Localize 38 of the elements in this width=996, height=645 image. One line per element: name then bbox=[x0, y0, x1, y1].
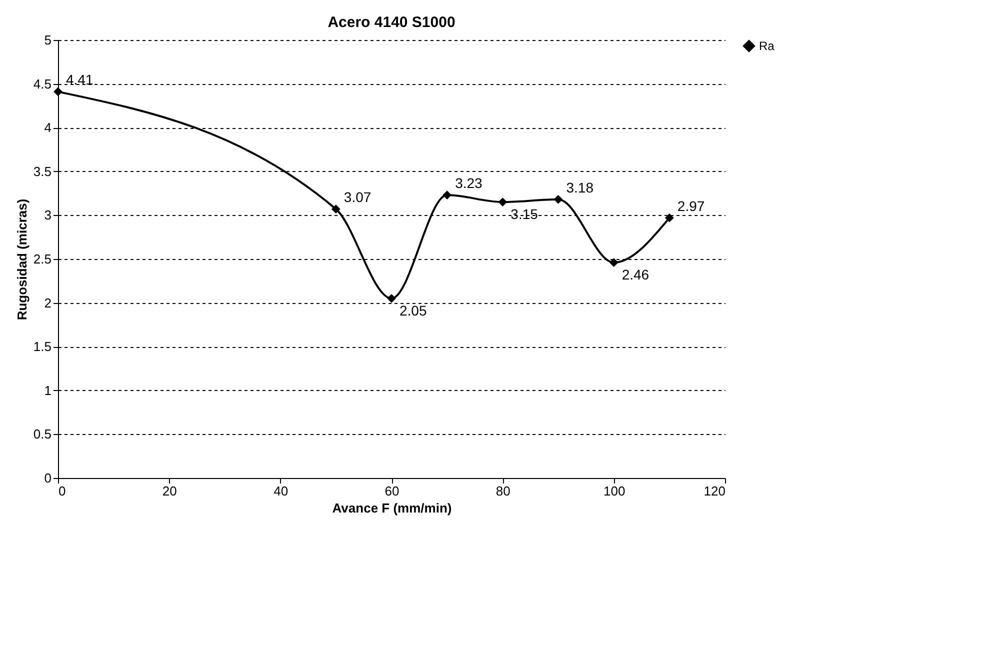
x-tick-label: 0 bbox=[58, 484, 66, 498]
point bbox=[498, 198, 508, 207]
point bbox=[54, 87, 62, 96]
data-label: 2.97 bbox=[677, 198, 705, 214]
point bbox=[442, 190, 452, 200]
data-label: 2.46 bbox=[622, 266, 650, 283]
y-tick-label: 4 bbox=[44, 120, 52, 136]
y-tick-label: 0 bbox=[44, 470, 52, 486]
y-tick-label: 4.5 bbox=[33, 76, 52, 92]
x-tick-label: 60 bbox=[384, 484, 400, 498]
point bbox=[331, 204, 340, 214]
x-tick-label: 100 bbox=[603, 484, 626, 498]
y-tick-label: 1.5 bbox=[33, 339, 52, 354]
x-axis-title: Avance F (mm/min) bbox=[332, 500, 452, 516]
y-tick-label: 3 bbox=[44, 208, 52, 223]
data-label: 3.15 bbox=[510, 206, 538, 222]
y-tick-label: 1 bbox=[44, 382, 52, 398]
x-tick-label: 40 bbox=[274, 484, 288, 498]
data-label: 2.05 bbox=[400, 302, 427, 318]
point bbox=[554, 194, 563, 204]
x-tick-label: 20 bbox=[162, 484, 177, 498]
point bbox=[664, 213, 674, 222]
x-tick-label: 80 bbox=[496, 484, 510, 498]
y-tick-label: 0.5 bbox=[33, 426, 52, 442]
point bbox=[609, 258, 618, 267]
x-tick-label: 120 bbox=[704, 484, 726, 498]
data-label: 3.07 bbox=[344, 189, 372, 206]
data-label: 3.18 bbox=[566, 179, 594, 196]
legend-label: Ra bbox=[759, 39, 775, 53]
y-tick-label: 2.5 bbox=[33, 252, 52, 266]
y-axis-title: Rugosidad (micras) bbox=[14, 198, 30, 320]
y-tick-label: 3.5 bbox=[33, 164, 52, 179]
chart-title: Acero 4140 S1000 bbox=[328, 14, 456, 31]
data-label: 3.23 bbox=[455, 175, 483, 192]
y-tick-label: 5 bbox=[44, 32, 52, 48]
point bbox=[387, 294, 396, 303]
y-tick-label: 2 bbox=[44, 295, 52, 310]
data-label: 4.41 bbox=[66, 72, 94, 88]
